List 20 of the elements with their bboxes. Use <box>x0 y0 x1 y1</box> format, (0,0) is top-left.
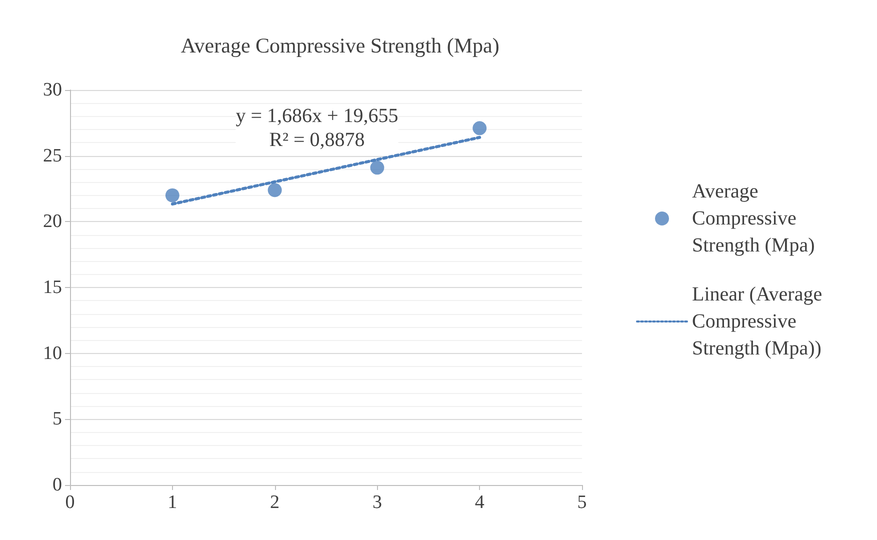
x-tick-label: 2 <box>270 492 280 513</box>
legend-label: Linear (Average Compressive Strength (Mpa)) <box>692 284 828 360</box>
y-tick-label: 10 <box>43 342 62 364</box>
legend-label: Average Compressive Strength (Mpa) <box>692 180 815 256</box>
y-tick-label: 15 <box>43 277 62 298</box>
point <box>268 183 282 198</box>
annotation: y = 1,686x + 19,655 R² = 0,8878 <box>236 105 398 151</box>
x-tick-label: 3 <box>372 492 382 513</box>
point <box>472 121 487 136</box>
x-tick-label: 5 <box>577 492 587 513</box>
chart-title: Average Compressive Strength (Mpa) <box>180 34 500 58</box>
y-tick-label: 20 <box>43 211 62 232</box>
x-tick-label: 4 <box>474 492 485 513</box>
y-tick-label: 25 <box>43 145 62 166</box>
y-tick-label: 0 <box>52 474 62 496</box>
y-tick-label: 5 <box>52 408 62 430</box>
point <box>165 188 180 202</box>
x-tick-label: 1 <box>168 492 178 513</box>
y-tick-label: 30 <box>43 80 62 100</box>
point <box>370 160 384 175</box>
